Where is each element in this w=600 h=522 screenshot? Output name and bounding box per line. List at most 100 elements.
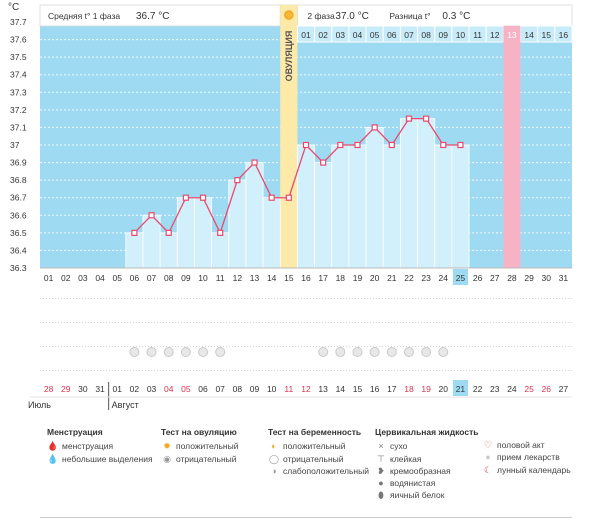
test-marker-icon [421, 347, 432, 357]
row-dot [61, 346, 62, 347]
row-dot [40, 346, 41, 347]
row-dot [454, 322, 455, 323]
diff-value: 0.3 °C [442, 11, 470, 22]
row-dot [43, 370, 44, 371]
row-dot [232, 298, 233, 299]
row-dot [484, 370, 485, 371]
temperature-bar [434, 144, 453, 269]
row-dot [460, 346, 461, 347]
row-dot [418, 322, 419, 323]
row-dot [436, 298, 437, 299]
row-dot [466, 370, 467, 371]
row-dot [472, 322, 473, 323]
row-dot [154, 298, 155, 299]
row-dot [544, 370, 545, 371]
row-dot [532, 322, 533, 323]
row-dot [544, 322, 545, 323]
row-dot [157, 298, 158, 299]
negative-test-icon: ◯ [268, 453, 280, 464]
current-date-marker [452, 380, 469, 396]
row-dot [172, 370, 173, 371]
temperature-point [182, 194, 189, 201]
row-dot [175, 370, 176, 371]
row-dot [571, 346, 572, 347]
row-dot [112, 346, 113, 347]
row-dot [226, 346, 227, 347]
row-dot [454, 346, 455, 347]
calendar-date-label: 11 [284, 384, 293, 394]
row-dot [109, 370, 110, 371]
temperature-bar [382, 144, 401, 269]
test-marker-icon [438, 347, 449, 357]
row-dot [355, 298, 356, 299]
row-dot [334, 346, 335, 347]
cycle-day-label: 18 [336, 273, 346, 283]
row-dot [538, 370, 539, 371]
cycle-day-label: 05 [112, 273, 122, 283]
cycle-day-label: 04 [95, 273, 105, 283]
row-dot [526, 322, 527, 323]
row-dot [355, 370, 356, 371]
ovulation-sun-icon [284, 10, 294, 20]
temperature-bar [194, 197, 213, 269]
row-dot [136, 346, 137, 347]
row-dot [502, 346, 503, 347]
row-dot [58, 346, 59, 347]
row-dot [319, 370, 320, 371]
row-dot [523, 322, 524, 323]
row-dot [220, 346, 221, 347]
row-dot [211, 298, 212, 299]
calendar-date-label: 15 [353, 384, 363, 394]
row-dot [184, 370, 185, 371]
small-drop-icon: 💧 [47, 453, 59, 464]
row-dot [61, 322, 62, 323]
row-dot [514, 370, 515, 371]
row-dot [283, 370, 284, 371]
row-dot [175, 322, 176, 323]
row-dot [100, 346, 101, 347]
legend-item-label: прием лекарств [497, 452, 560, 463]
row-dot [49, 346, 50, 347]
row-dot [496, 322, 497, 323]
row-dot [556, 298, 557, 299]
row-dot [334, 322, 335, 323]
row-dot [208, 322, 209, 323]
row-dot [130, 346, 131, 347]
row-dot [163, 346, 164, 347]
row-dot [313, 346, 314, 347]
row-dot [91, 346, 92, 347]
row-dot [409, 370, 410, 371]
temperature-point [199, 194, 207, 201]
row-dot [553, 370, 554, 371]
row-dot [94, 346, 95, 347]
row-dot [463, 370, 464, 371]
row-dot [88, 322, 89, 323]
row-dot [232, 346, 233, 347]
row-dot [409, 346, 410, 347]
row-dot [97, 346, 98, 347]
row-dot [112, 370, 113, 371]
row-dot [130, 298, 131, 299]
row-dot [439, 322, 440, 323]
row-dot [241, 322, 242, 323]
row-dot [352, 322, 353, 323]
row-dot [364, 346, 365, 347]
y-tick-label: 36.4 [10, 245, 27, 255]
row-dot [46, 322, 47, 323]
row-dot [244, 346, 245, 347]
calendar-date-label: 04 [164, 384, 174, 394]
row-dot [217, 322, 218, 323]
row-dot [358, 370, 359, 371]
row-dot [391, 322, 392, 323]
legend-item-label: положительный [283, 441, 346, 452]
row-dot [397, 298, 398, 299]
temperature-point [423, 115, 430, 122]
row-dot [376, 370, 377, 371]
legend-item-label: положительный [176, 441, 239, 452]
temperature-point [371, 124, 378, 131]
legend-item-label: яичный белок [390, 490, 445, 501]
calendar-date-label: 24 [507, 384, 517, 394]
test-marker-icon [215, 347, 226, 357]
row-dot [529, 370, 530, 371]
row-dot [517, 346, 518, 347]
